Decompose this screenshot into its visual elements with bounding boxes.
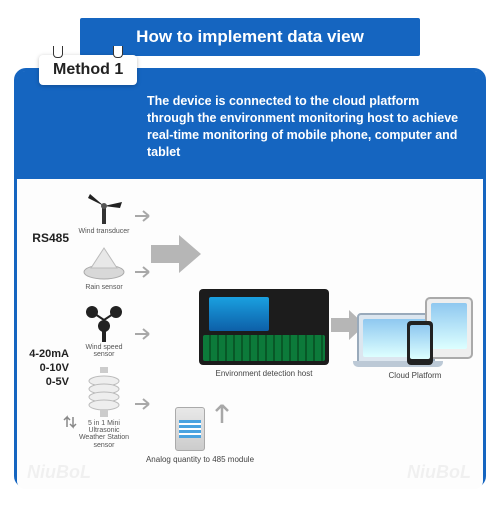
sensor-rain: Rain sensor bbox=[75, 243, 133, 291]
arrow-icon bbox=[135, 209, 157, 223]
host-screen bbox=[209, 297, 269, 331]
protocol-0-10v: 0-10V bbox=[21, 361, 69, 375]
watermark: NiuBoL bbox=[407, 462, 471, 483]
environment-host bbox=[199, 289, 329, 365]
phone-icon bbox=[407, 321, 433, 365]
host-caption: Environment detection host bbox=[199, 369, 329, 378]
diagram-area: RS485 4-20mA 0-10V 0-5V Wind transducer bbox=[17, 179, 483, 489]
module-caption: Analog quantity to 485 module bbox=[145, 455, 255, 464]
method-tab: Method 1 bbox=[39, 55, 137, 85]
method-description: The device is connected to the cloud pla… bbox=[17, 71, 483, 179]
protocol-rs485: RS485 bbox=[21, 231, 69, 245]
updown-arrow-icon bbox=[63, 413, 77, 431]
title-banner: How to implement data view bbox=[80, 18, 420, 56]
method-label: Method 1 bbox=[53, 61, 123, 78]
anemometer-icon bbox=[80, 303, 128, 343]
arrow-icon bbox=[135, 397, 157, 411]
protocol-4-20ma: 4-20mA bbox=[21, 347, 69, 361]
watermark: NiuBoL bbox=[27, 462, 91, 483]
method-card: Method 1 The device is connected to the … bbox=[14, 68, 486, 488]
ultrasonic-label-2: Weather Station sensor bbox=[75, 434, 133, 449]
cloud-caption: Cloud Platform bbox=[357, 371, 473, 380]
ultrasonic-icon bbox=[80, 367, 128, 419]
cloud-devices bbox=[357, 287, 473, 363]
arrow-up-icon bbox=[213, 397, 231, 425]
protocol-analog: 4-20mA 0-10V 0-5V bbox=[21, 347, 69, 390]
rain-sensor-label: Rain sensor bbox=[75, 284, 133, 291]
sensor-wind-transducer: Wind transducer bbox=[75, 187, 133, 235]
sensor-wind-speed: Wind speed sensor bbox=[75, 303, 133, 359]
wind-transducer-label: Wind transducer bbox=[75, 228, 133, 235]
rain-sensor-icon bbox=[80, 243, 128, 283]
sensor-ultrasonic: 5 in 1 Mini Ultrasonic Weather Station s… bbox=[75, 367, 133, 449]
protocol-0-5v: 0-5V bbox=[21, 375, 69, 389]
ultrasonic-label-1: 5 in 1 Mini Ultrasonic bbox=[75, 420, 133, 435]
big-arrow-icon bbox=[151, 231, 203, 282]
wind-speed-label: Wind speed sensor bbox=[75, 344, 133, 359]
wind-transducer-icon bbox=[80, 187, 128, 227]
arrow-icon bbox=[135, 327, 157, 341]
analog-485-module bbox=[175, 407, 205, 451]
host-ports bbox=[203, 335, 325, 361]
title-text: How to implement data view bbox=[136, 27, 364, 46]
